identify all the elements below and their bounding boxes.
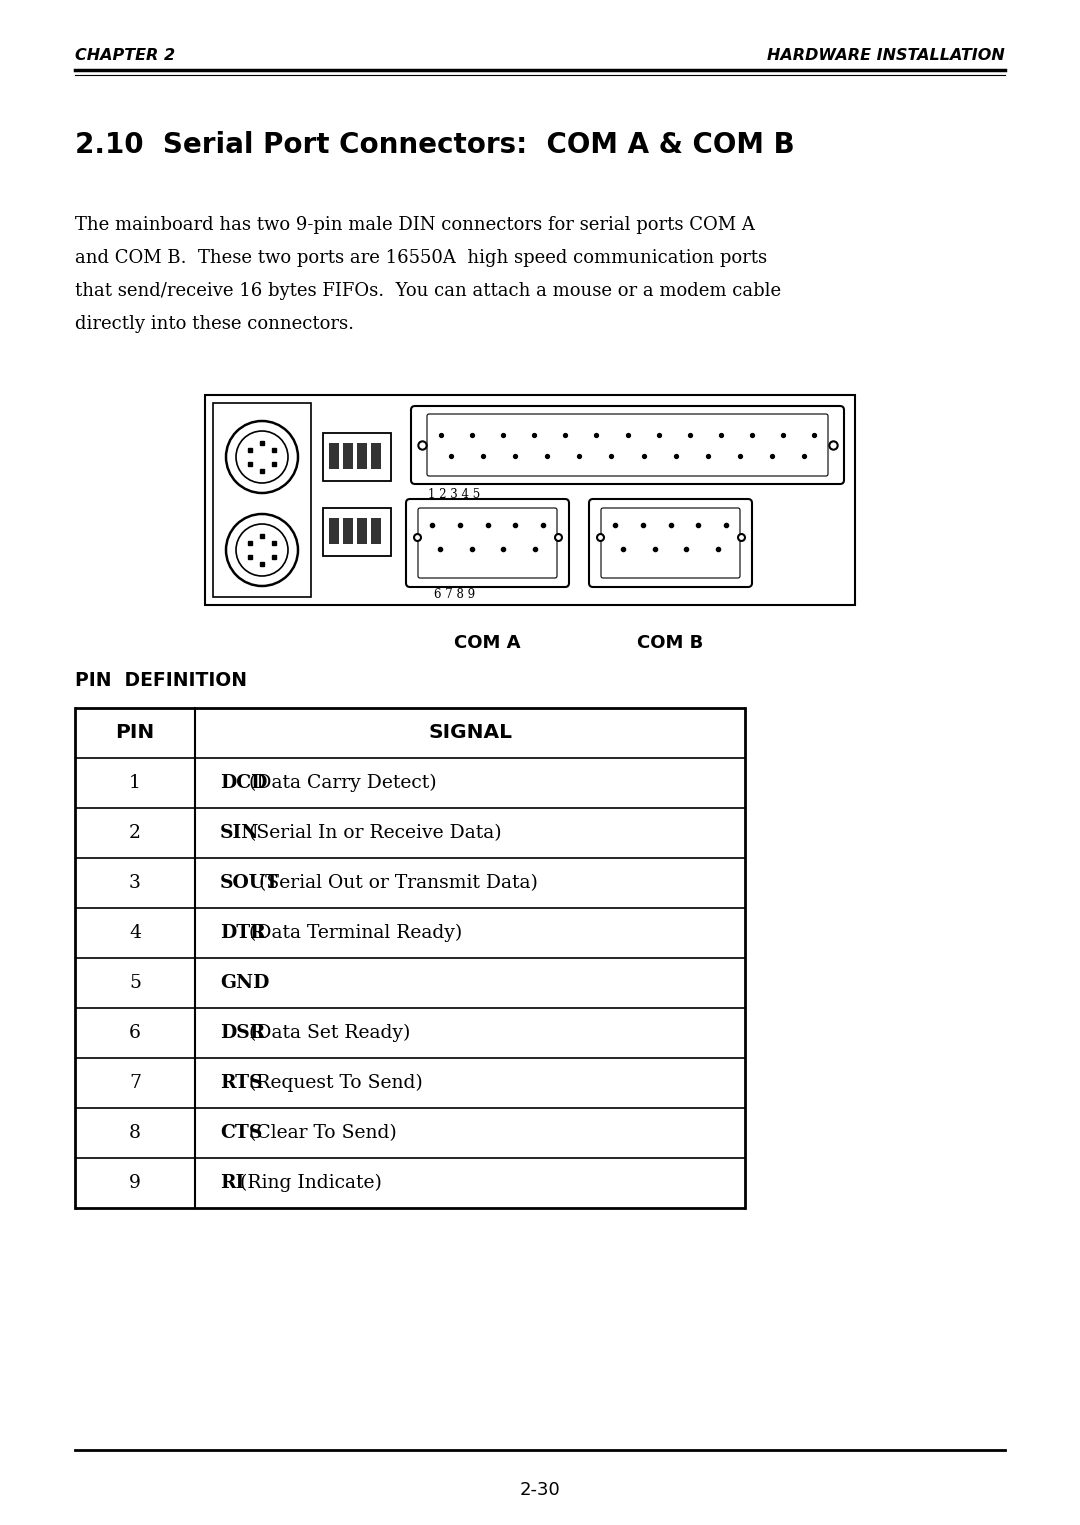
Text: 3: 3 xyxy=(130,874,140,892)
Text: DTR: DTR xyxy=(220,924,266,942)
Text: 9: 9 xyxy=(130,1174,140,1193)
Bar xyxy=(343,518,353,544)
Text: (Data Set Ready): (Data Set Ready) xyxy=(249,1023,410,1042)
Text: 1 2 3 4 5: 1 2 3 4 5 xyxy=(428,488,481,502)
Text: HARDWARE INSTALLATION: HARDWARE INSTALLATION xyxy=(767,47,1005,63)
Bar xyxy=(343,442,353,470)
Bar xyxy=(323,508,391,557)
Bar xyxy=(323,433,391,480)
Bar xyxy=(213,403,311,596)
Text: (Clear To Send): (Clear To Send) xyxy=(249,1124,397,1142)
Text: The mainboard has two 9-pin male DIN connectors for serial ports COM A: The mainboard has two 9-pin male DIN con… xyxy=(75,217,755,233)
Text: GND: GND xyxy=(220,974,269,991)
Text: PIN: PIN xyxy=(116,723,154,743)
Text: 2: 2 xyxy=(129,824,141,842)
FancyBboxPatch shape xyxy=(589,499,752,587)
Text: (Serial Out or Transmit Data): (Serial Out or Transmit Data) xyxy=(259,874,538,892)
Text: DCD: DCD xyxy=(220,775,268,791)
Text: PIN  DEFINITION: PIN DEFINITION xyxy=(75,671,247,689)
FancyBboxPatch shape xyxy=(406,499,569,587)
Text: CHAPTER 2: CHAPTER 2 xyxy=(75,47,175,63)
Text: (Request To Send): (Request To Send) xyxy=(249,1074,423,1092)
Text: SOUT: SOUT xyxy=(220,874,280,892)
Text: (Serial In or Receive Data): (Serial In or Receive Data) xyxy=(249,824,502,842)
Text: directly into these connectors.: directly into these connectors. xyxy=(75,316,354,332)
FancyBboxPatch shape xyxy=(427,413,828,476)
Text: and COM B.  These two ports are 16550A  high speed communication ports: and COM B. These two ports are 16550A hi… xyxy=(75,249,767,267)
Text: 7: 7 xyxy=(129,1074,141,1092)
Bar xyxy=(329,442,339,470)
Text: 6 7 8 9: 6 7 8 9 xyxy=(434,589,475,601)
Text: COM B: COM B xyxy=(637,634,704,653)
FancyBboxPatch shape xyxy=(418,508,557,578)
Text: (Data Terminal Ready): (Data Terminal Ready) xyxy=(249,924,462,942)
Text: RTS: RTS xyxy=(220,1074,262,1092)
Text: 8: 8 xyxy=(129,1124,141,1142)
Text: 2.10  Serial Port Connectors:  COM A & COM B: 2.10 Serial Port Connectors: COM A & COM… xyxy=(75,131,795,159)
Text: RI: RI xyxy=(220,1174,244,1193)
FancyBboxPatch shape xyxy=(600,508,740,578)
Text: (Data Carry Detect): (Data Carry Detect) xyxy=(249,773,437,791)
Text: COM A: COM A xyxy=(455,634,521,653)
Text: 4: 4 xyxy=(129,924,141,942)
Bar xyxy=(329,518,339,544)
Text: 5: 5 xyxy=(129,974,141,991)
Text: SIN: SIN xyxy=(220,824,259,842)
Bar xyxy=(357,442,367,470)
Text: DSR: DSR xyxy=(220,1023,266,1042)
Bar xyxy=(372,442,381,470)
Text: 2-30: 2-30 xyxy=(519,1481,561,1499)
Text: CTS: CTS xyxy=(220,1124,262,1142)
Bar xyxy=(205,395,855,605)
Text: 1: 1 xyxy=(130,775,140,791)
FancyBboxPatch shape xyxy=(411,406,843,483)
Text: (Ring Indicate): (Ring Indicate) xyxy=(240,1174,381,1193)
Text: 6: 6 xyxy=(130,1023,140,1042)
Bar xyxy=(357,518,367,544)
Text: SIGNAL: SIGNAL xyxy=(428,723,512,743)
Text: that send/receive 16 bytes FIFOs.  You can attach a mouse or a modem cable: that send/receive 16 bytes FIFOs. You ca… xyxy=(75,282,781,300)
Bar xyxy=(372,518,381,544)
